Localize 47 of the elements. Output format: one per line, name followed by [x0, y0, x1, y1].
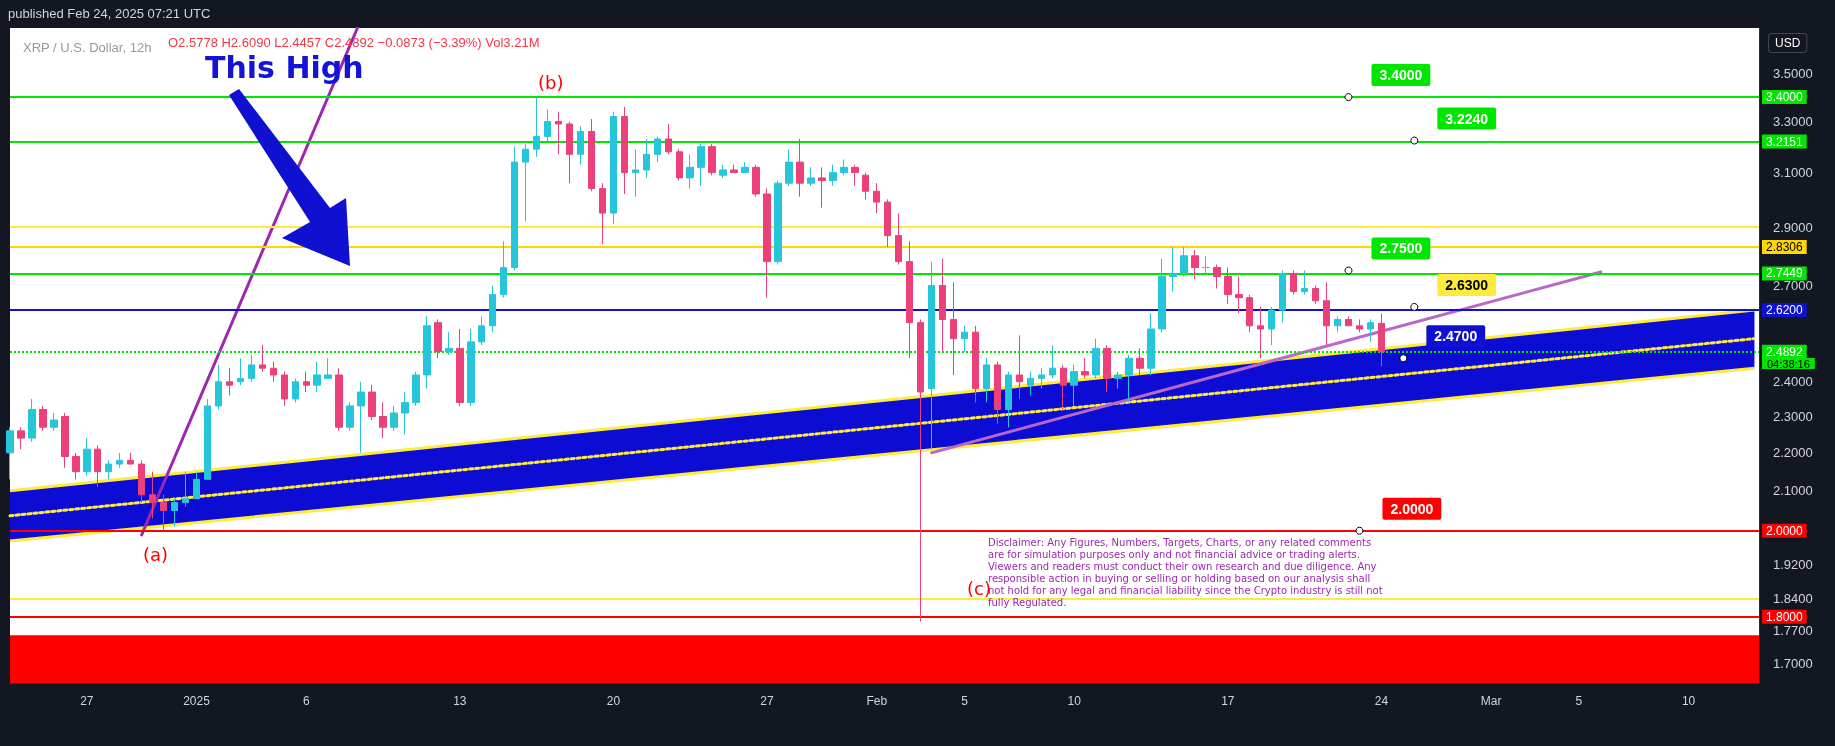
y-tick-label: 1.9200: [1773, 556, 1813, 572]
y-tick-label: 3.3000: [1773, 114, 1813, 129]
ref-line-label: 2.6200: [1766, 303, 1804, 318]
annotation: 3.4000: [1379, 67, 1423, 84]
annotation: 2.6300: [1445, 276, 1489, 293]
y-tick-label: 2.2000: [1773, 445, 1813, 461]
annotation: 2.7500: [1379, 240, 1423, 257]
x-tick-label: 24: [1374, 694, 1389, 708]
text: USD: [1775, 36, 1801, 50]
y-tick-label: 1.8400: [1773, 591, 1813, 607]
ref-line-label: 2.0000: [1766, 523, 1804, 538]
text: 04:38:16: [1767, 357, 1810, 370]
annotation: (a): [143, 543, 169, 565]
annotation: Disclaimer: Any Figures, Numbers, Targets, Charts, or any related comments are for simulation purposes only and not financial advice or trading alerts. Viewers and readers must conduct their own research and due diligence. Any responsible action in buying or selling or holding based on our analysis shall not hold for any legal and financial liability since the Crypto industry is still not fully Regulated.: [988, 536, 1386, 608]
x-tick-label: 27: [760, 694, 775, 708]
x-tick-label: 20: [606, 694, 621, 708]
x-tick-label: 5: [1575, 694, 1583, 708]
annotation: (b): [538, 71, 564, 93]
annotation: (c): [967, 577, 991, 599]
x-tick-label: 2025: [183, 694, 211, 708]
ref-line-label: 2.8306: [1766, 240, 1804, 255]
annotation: 2.4700: [1434, 328, 1478, 345]
y-tick-label: 3.5000: [1773, 65, 1813, 81]
x-tick-label: 10: [1067, 694, 1082, 708]
y-tick-label: 1.7700: [1773, 623, 1813, 639]
y-tick-label: 2.1000: [1773, 483, 1813, 499]
x-tick-label: 6: [302, 694, 310, 708]
annotation: 2.0000: [1390, 500, 1434, 517]
y-tick-label: 2.4000: [1773, 374, 1813, 390]
y-tick-label: 2.9000: [1773, 219, 1813, 235]
y-tick-label: 3.1000: [1773, 165, 1813, 181]
text: published Feb 24, 2025 07:21 UTC: [8, 6, 211, 21]
x-tick-label: 10: [1681, 694, 1696, 708]
ref-line-label: 3.4000: [1766, 90, 1804, 105]
x-tick-label: 27: [80, 694, 94, 708]
y-tick-label: 1.7000: [1773, 656, 1813, 672]
x-tick-label: 5: [961, 694, 969, 708]
x-tick-label: 13: [453, 694, 467, 708]
y-tick-label: 2.3000: [1773, 409, 1813, 425]
x-tick-label: Mar: [1480, 694, 1502, 708]
ref-line-label: 3.2151: [1766, 134, 1804, 149]
text: XRP / U.S. Dollar, 12h: [23, 40, 152, 55]
ref-line-label: 2.4892: [1766, 344, 1804, 359]
x-tick-label: Feb: [866, 694, 888, 708]
x-tick-label: 17: [1221, 694, 1235, 708]
ref-line-label: 1.8000: [1766, 609, 1804, 624]
annotation: 3.2240: [1445, 110, 1489, 127]
